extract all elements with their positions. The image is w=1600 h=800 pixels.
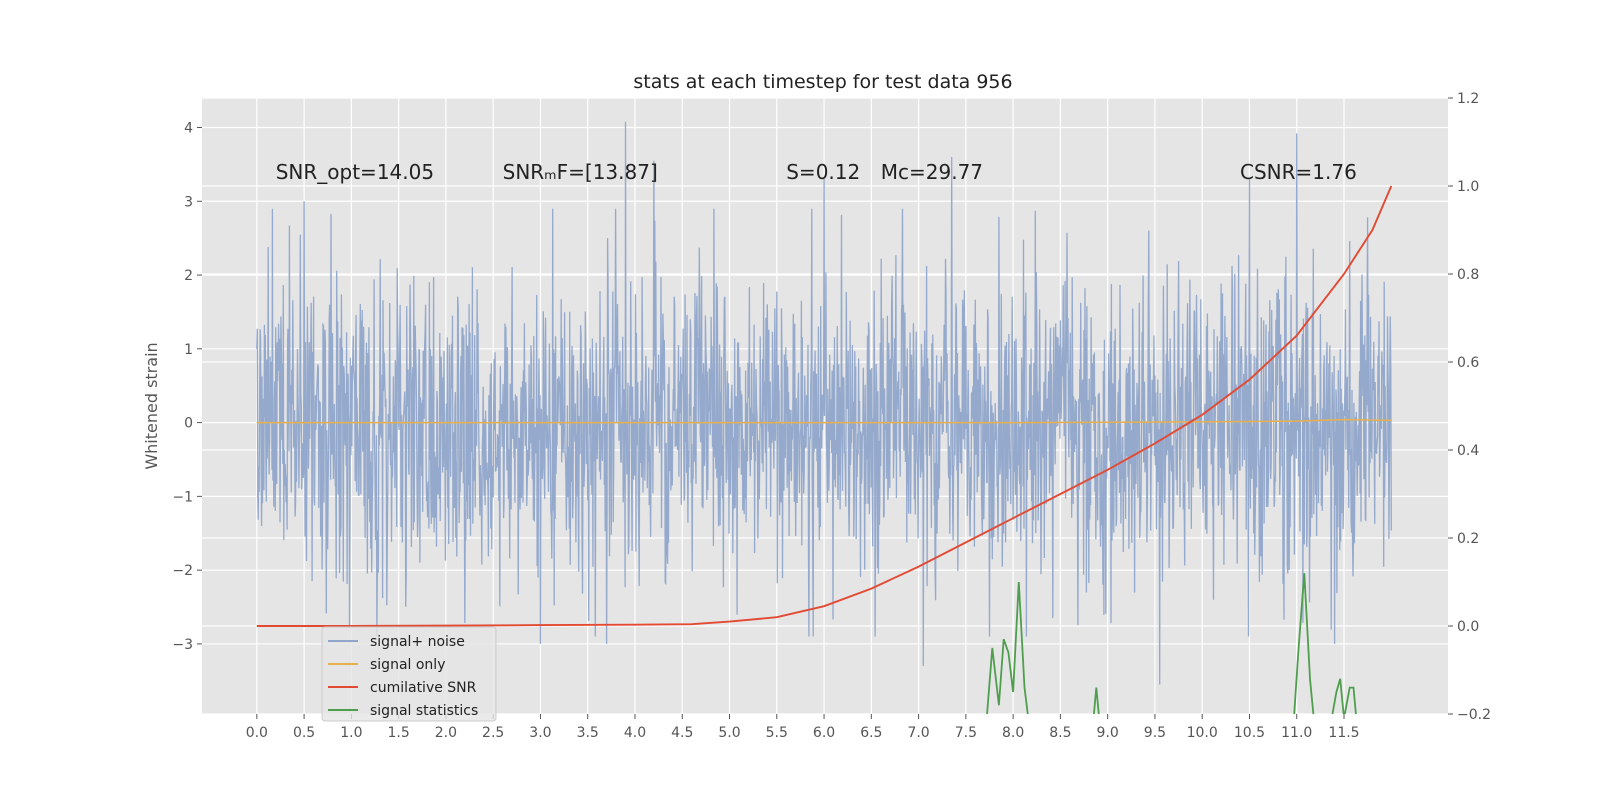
x-tick-label: 1.0 — [340, 725, 362, 741]
x-tick-label: 8.0 — [1002, 725, 1024, 741]
x-tick-label: 10.0 — [1187, 725, 1218, 741]
annotations: SNR_opt=14.05 SNRₘF=[13.87] S=0.12 Mᴄ=29.77… — [276, 160, 1357, 184]
x-tick-label: 4.0 — [624, 725, 646, 741]
chart-title: stats at each timestep for test data 956 — [633, 71, 1012, 93]
y-tick-label: 2 — [184, 268, 193, 284]
x-tick-label: 2.5 — [482, 725, 504, 741]
y-right-tick-label: 0.8 — [1457, 267, 1479, 283]
series-layer — [256, 121, 1393, 714]
series-signal-statistics-segment — [1293, 573, 1315, 714]
x-tick-label: 6.0 — [813, 725, 835, 741]
y-tick-label: 1 — [184, 342, 193, 358]
y-right-tick-label: 0.4 — [1457, 443, 1479, 459]
annotation-csnr: CSNR=1.76 — [1240, 160, 1357, 184]
x-tick-label: 2.0 — [435, 725, 457, 741]
y-right-tick-label: 1.2 — [1457, 91, 1479, 107]
y-right-tick-label: 0.2 — [1457, 531, 1479, 547]
x-tick-label: 4.5 — [671, 725, 693, 741]
x-tick-label: 11.5 — [1328, 725, 1359, 741]
y-tick-label: 4 — [184, 121, 193, 137]
legend-box — [321, 626, 497, 722]
x-tick-label: 7.0 — [907, 725, 929, 741]
annotation-snr-mf: SNRₘF=[13.87] — [503, 160, 658, 184]
y-tick-label: −1 — [172, 489, 193, 505]
x-tick-label: 7.5 — [955, 725, 977, 741]
x-tick-label: 1.5 — [388, 725, 410, 741]
series-signal-noise — [256, 121, 1392, 685]
y-right-tick-label: −0.2 — [1457, 707, 1491, 723]
y-tick-label: 0 — [184, 416, 193, 432]
legend: signal+ noise signal only cumilative SNR si… — [321, 626, 497, 722]
x-tick-label: 3.5 — [577, 725, 599, 741]
legend-entry: signal only — [370, 657, 445, 673]
annotation-s-value: S=0.12 — [786, 160, 860, 184]
x-tick-label: 9.0 — [1097, 725, 1119, 741]
annotation-snr-opt: SNR_opt=14.05 — [276, 160, 434, 184]
x-tick-label: 0.0 — [246, 725, 268, 741]
series-signal-statistics-segment — [1331, 678, 1357, 714]
y-axis-left-ticks: −3 −2 −1 0 1 2 3 4 — [172, 121, 202, 653]
series-signal-only — [256, 418, 1392, 424]
y-tick-label: −2 — [172, 563, 193, 579]
y-tick-label: −3 — [172, 637, 193, 653]
y-tick-label: 3 — [184, 194, 193, 210]
legend-entry: signal statistics — [370, 703, 478, 719]
y-right-tick-label: 0.6 — [1457, 355, 1479, 371]
x-axis-ticks: 0.0 0.5 1.0 1.5 2.0 2.5 3.0 3.5 4.0 4.5 5.0 5.5 6.0 6… — [246, 714, 1360, 741]
x-tick-label: 5.5 — [766, 725, 788, 741]
x-tick-label: 6.5 — [860, 725, 882, 741]
legend-entry: cumilative SNR — [370, 680, 477, 696]
x-tick-label: 8.5 — [1049, 725, 1071, 741]
y-axis-label: Whitened strain — [142, 342, 161, 469]
x-tick-label: 9.5 — [1144, 725, 1166, 741]
series-cumilative-snr — [256, 185, 1393, 627]
series-signal-statistics-segment — [1092, 687, 1100, 714]
y-axis-right-ticks: −0.2 0.0 0.2 0.4 0.6 0.8 1.0 1.2 — [1448, 91, 1491, 723]
y-right-tick-label: 0.0 — [1457, 619, 1479, 635]
y-right-tick-label: 1.0 — [1457, 179, 1479, 195]
x-tick-label: 11.0 — [1281, 725, 1312, 741]
legend-entry: signal+ noise — [370, 634, 465, 650]
series-signal-statistics-segment — [986, 581, 1029, 714]
x-tick-label: 10.5 — [1234, 725, 1265, 741]
x-tick-label: 3.0 — [529, 725, 551, 741]
annotation-mc-value: Mᴄ=29.77 — [881, 160, 983, 184]
x-tick-label: 5.0 — [718, 725, 740, 741]
x-tick-label: 0.5 — [293, 725, 315, 741]
